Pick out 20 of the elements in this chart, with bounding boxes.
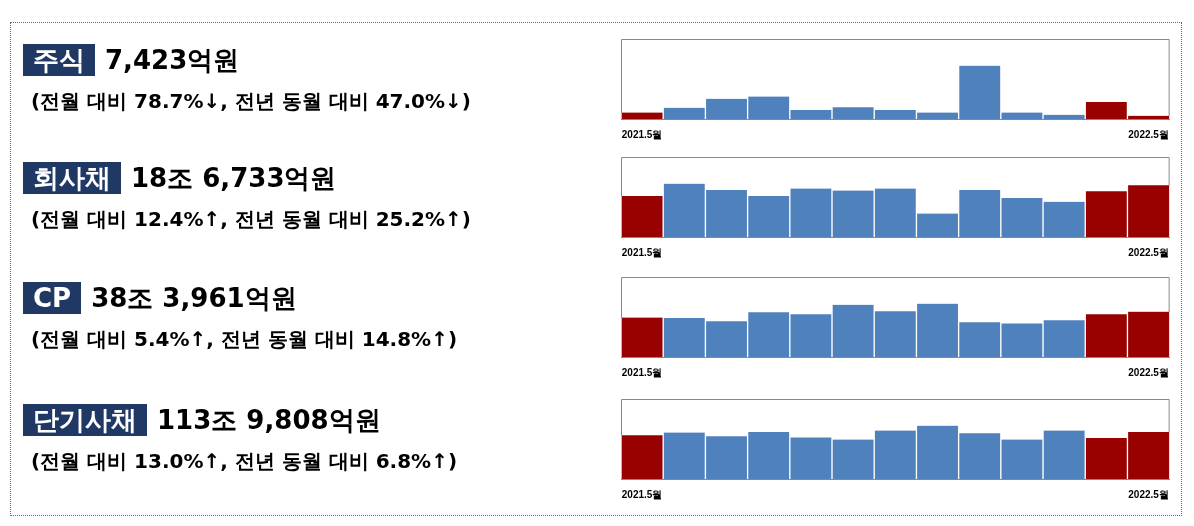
x-tick-label: 2021.5월 (621, 128, 663, 140)
text: 회사채 (23, 162, 121, 194)
text: 주식 (23, 44, 95, 76)
text: 38조 3,961억원 (91, 283, 297, 313)
text: (전월 대비 5.4%↑, 전년 동월 대비 14.8%↑) (31, 326, 459, 353)
text: (전월 대비 13.0%↑, 전년 동월 대비 6.8%↑) (31, 448, 459, 475)
x-tick-label: 2022.5월 (1128, 128, 1169, 140)
text: (전월 대비 78.7%↓, 전년 동월 대비 47.0%↓) (31, 88, 472, 115)
text: 113조 9,808억원 (157, 405, 381, 435)
text: 7,423억원 (105, 45, 240, 75)
x-tick-label: 2022.5월 (1128, 246, 1169, 258)
x-tick-label: 2022.5월 (1128, 366, 1169, 378)
x-tick-label: 2021.5월 (621, 246, 663, 258)
x-tick-label: 2021.5월 (621, 488, 663, 500)
text: 18조 6,733억원 (131, 163, 337, 193)
text: CP (23, 282, 82, 314)
text: (전월 대비 12.4%↑, 전년 동월 대비 25.2%↑) (31, 206, 472, 233)
x-tick-label: 2021.5월 (621, 366, 663, 378)
text: 단기사채 (23, 404, 147, 436)
x-tick-label: 2022.5월 (1128, 488, 1169, 500)
